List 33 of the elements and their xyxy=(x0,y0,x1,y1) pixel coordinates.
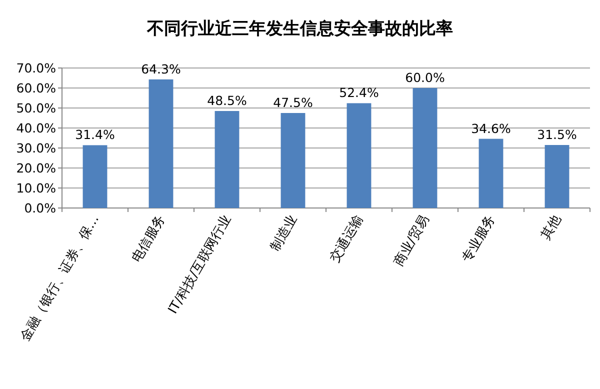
data-label: 64.3% xyxy=(141,61,181,76)
x-tick-label: 制造业 xyxy=(268,212,300,254)
chart-title: 不同行业近三年发生信息安全事故的比率 xyxy=(146,19,453,39)
y-tick-label: 50.0% xyxy=(16,100,56,116)
x-tick-label: IT/科技/互联网行业 xyxy=(166,212,234,317)
y-tick-label: 40.0% xyxy=(16,120,56,136)
y-tick-label: 10.0% xyxy=(16,180,56,196)
y-tick-label: 20.0% xyxy=(16,160,56,176)
bar xyxy=(280,113,306,208)
bar xyxy=(412,88,438,208)
bar xyxy=(544,145,570,208)
y-tick-label: 0.0% xyxy=(24,200,56,216)
x-tick-label: 交通运输 xyxy=(326,212,366,266)
data-label: 31.5% xyxy=(537,127,577,142)
x-tick-label: 其他 xyxy=(538,212,564,243)
bar xyxy=(214,111,240,208)
bar xyxy=(346,103,372,208)
data-label: 60.0% xyxy=(405,70,445,85)
data-label: 34.6% xyxy=(471,120,511,136)
x-tick-label: 商业/贸易 xyxy=(391,212,432,269)
bar xyxy=(148,79,174,208)
y-tick-label: 70.0% xyxy=(16,60,56,76)
x-tick-label: 金融（银行、证券、保… xyxy=(18,212,102,344)
data-label: 52.4% xyxy=(339,85,379,100)
data-label: 48.5% xyxy=(207,93,247,108)
y-tick-label: 30.0% xyxy=(16,140,56,156)
y-tick-label: 60.0% xyxy=(16,80,56,96)
bar xyxy=(82,145,108,208)
bar xyxy=(478,138,504,208)
x-tick-label: 专业服务 xyxy=(459,212,498,266)
data-label: 31.4% xyxy=(75,127,115,142)
x-tick-label: 电信服务 xyxy=(129,212,168,266)
data-label: 47.5% xyxy=(273,95,313,110)
